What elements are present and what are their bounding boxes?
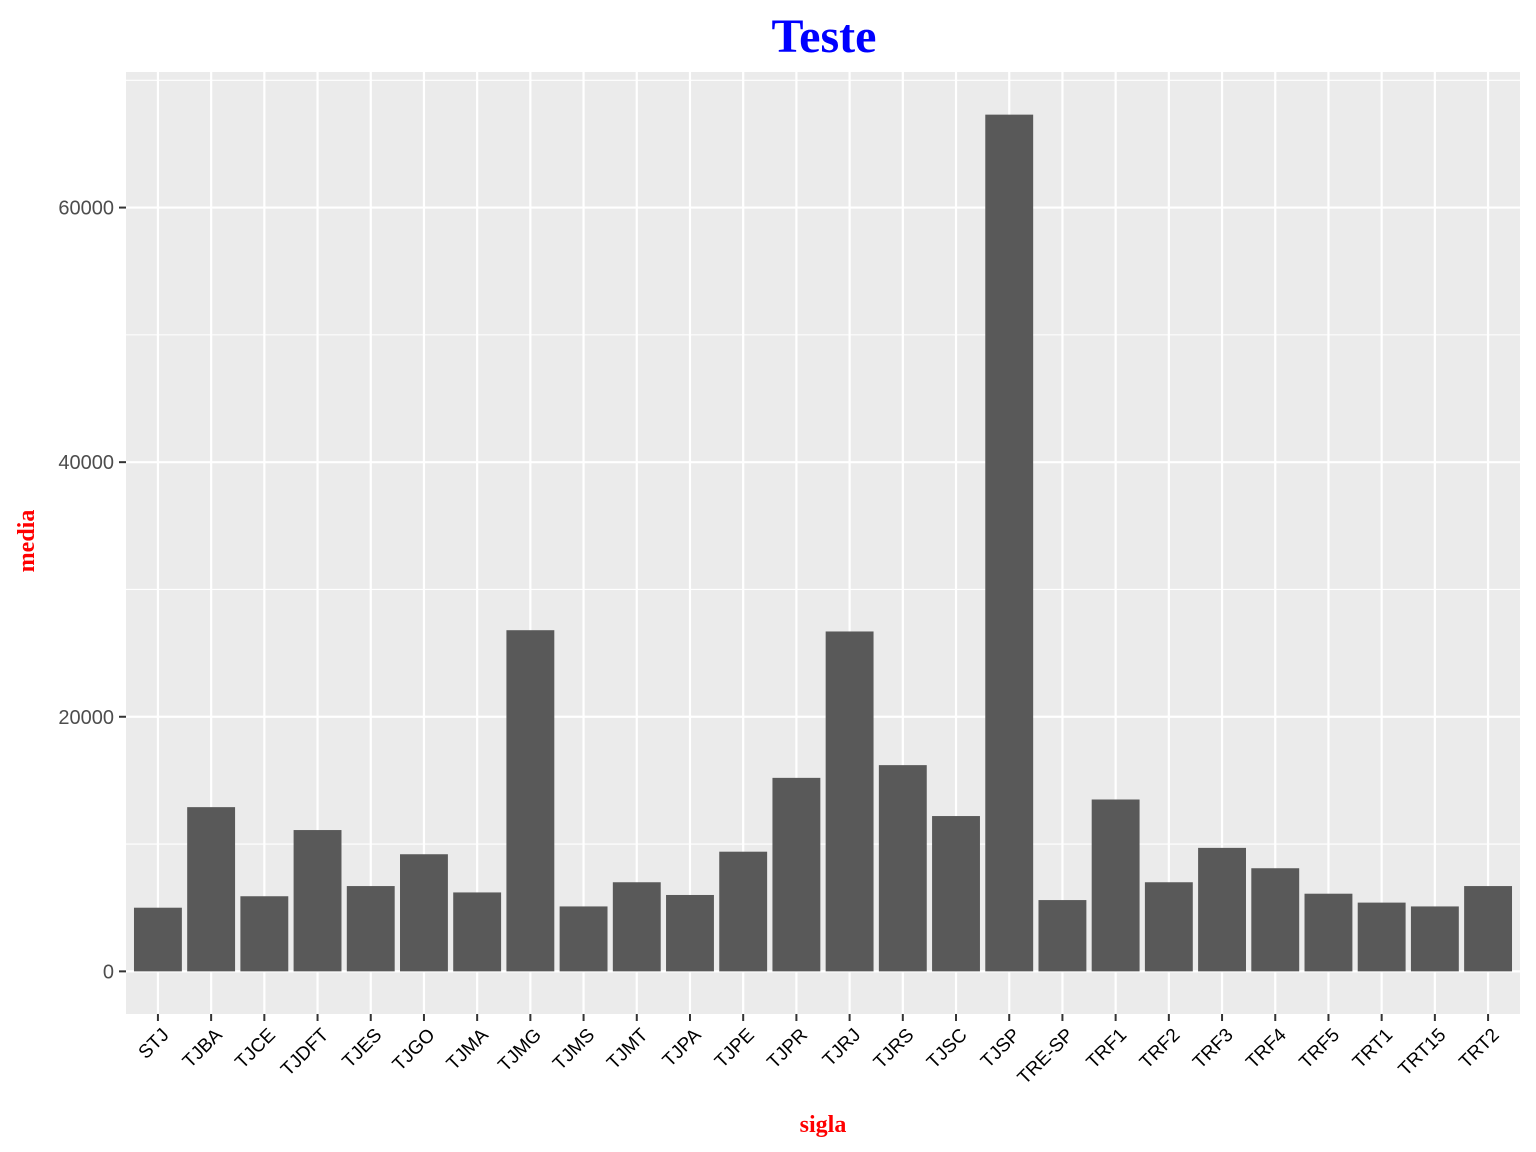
bar-tjmg (506, 630, 555, 972)
bar-tjsp (985, 114, 1034, 972)
bar-tjms (559, 906, 608, 972)
bar-tjba (187, 807, 236, 972)
bar-trf2 (1144, 882, 1193, 972)
bar-tjpe (719, 851, 768, 972)
x-tick-label: TJMT (603, 1024, 652, 1073)
x-axis-title: sigla (800, 1112, 847, 1138)
bar-trf1 (1091, 799, 1140, 972)
x-tick-label: TJRJ (819, 1025, 865, 1071)
x-tick-label: TRF5 (1296, 1025, 1344, 1073)
bar-trf4 (1251, 868, 1300, 972)
bar-trt2 (1464, 886, 1513, 972)
bar-tjpa (666, 894, 714, 972)
x-tick-label: TJSP (977, 1025, 1025, 1073)
bar-trt15 (1410, 906, 1459, 972)
bar-tjsc (932, 816, 980, 972)
x-tick-label: TRT15 (1395, 1025, 1451, 1081)
x-tick-label: TJES (339, 1025, 387, 1073)
x-tick-label: TJSC (923, 1025, 971, 1073)
bar-tre-sp (1038, 900, 1087, 972)
x-tick-label: TJMS (549, 1025, 599, 1075)
x-tick-label: STJ (135, 1025, 174, 1064)
bar-tjma (453, 892, 502, 972)
x-tick-label: TJPE (711, 1025, 759, 1073)
x-tick-label: TJDFT (277, 1024, 333, 1080)
y-tick-label: 20000 (58, 707, 114, 729)
bar-tjmt (612, 882, 661, 972)
y-axis-title: media (14, 510, 40, 573)
bar-tjce (240, 896, 289, 972)
x-tick-label: TRF4 (1242, 1024, 1291, 1073)
bars (133, 114, 1513, 972)
bar-tjpr (772, 777, 821, 972)
x-tick-label: TJGO (389, 1025, 440, 1076)
x-tick-label: TJCE (231, 1025, 279, 1073)
y-axis: 0 20000 40000 60000 (58, 198, 126, 983)
bar-trf3 (1198, 847, 1246, 972)
y-tick-label: 60000 (58, 198, 114, 220)
bar-trt1 (1357, 902, 1406, 972)
bar-stj (133, 907, 182, 972)
x-tick-label: TRF2 (1136, 1025, 1184, 1073)
y-tick-label: 40000 (58, 452, 114, 474)
x-tick-label: TJPA (659, 1024, 706, 1071)
bar-tjdft (293, 830, 342, 972)
x-tick-label: TJMA (443, 1024, 493, 1074)
x-tick-label: TRF3 (1189, 1025, 1237, 1073)
x-tick-label: TRT2 (1455, 1025, 1503, 1073)
x-tick-label: TJMG (494, 1025, 545, 1076)
plot-panel (126, 72, 1520, 1014)
bar-tjgo (400, 854, 448, 972)
x-tick-label: TRF1 (1083, 1025, 1131, 1073)
x-tick-label: TJPR (763, 1025, 811, 1073)
bar-trf5 (1304, 893, 1353, 972)
bar-tjes (346, 886, 395, 972)
x-tick-label: TRE-SP (1014, 1025, 1078, 1089)
bar-tjrj (825, 631, 874, 972)
x-tick-label: TJRS (870, 1025, 918, 1073)
x-tick-label: TRT1 (1349, 1025, 1397, 1073)
y-tick-label: 0 (103, 961, 114, 983)
x-tick-label: TJBA (179, 1024, 227, 1072)
bar-tjrs (878, 765, 927, 972)
chart-title: Teste (772, 10, 877, 63)
